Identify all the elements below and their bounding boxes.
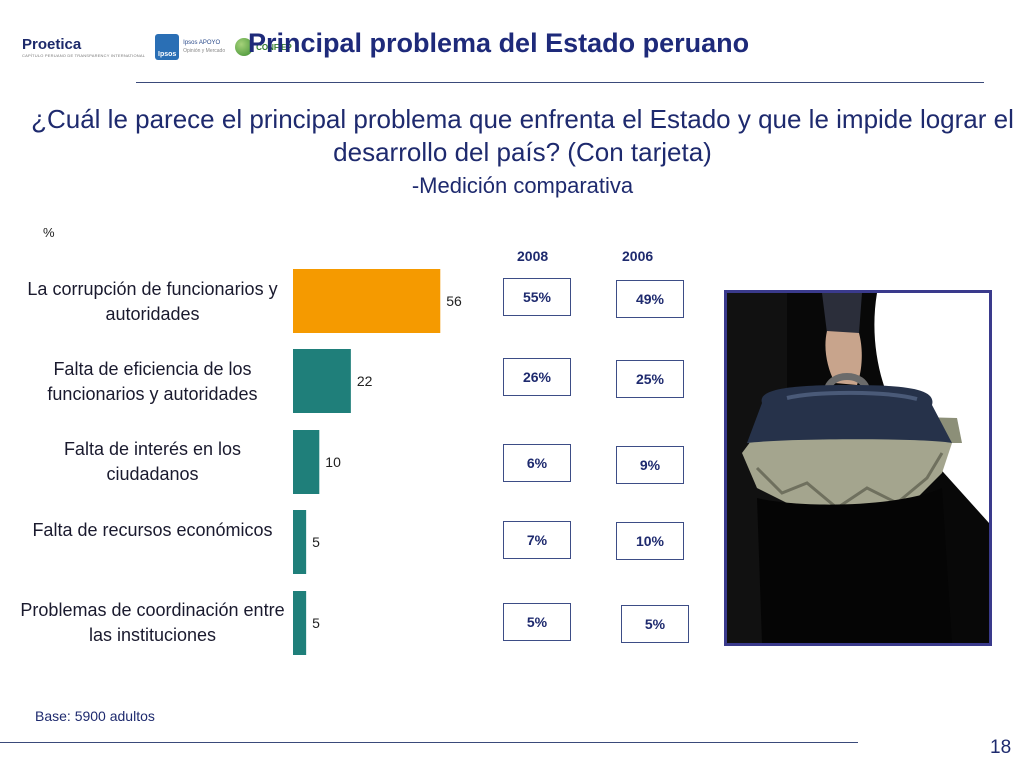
year-header-2008: 2008 bbox=[517, 248, 549, 264]
proetica-logo-text: Proetica bbox=[22, 35, 82, 53]
category-label: Falta de recursos económicos bbox=[32, 520, 273, 540]
confiep-logo: CONFIEP bbox=[235, 38, 292, 56]
title-divider bbox=[136, 82, 984, 83]
ipsos-apoyo-text: Ipsos APOYO Opinión y Mercado bbox=[183, 40, 225, 53]
briefcase-money-icon bbox=[727, 293, 989, 643]
comparison-2008-box: 7% bbox=[503, 521, 571, 559]
confiep-mark-icon bbox=[235, 38, 254, 56]
bar-4 bbox=[293, 510, 307, 574]
bar-1 bbox=[293, 269, 441, 333]
bar-value-label: 10 bbox=[325, 454, 341, 470]
bar-value-label: 22 bbox=[357, 373, 373, 389]
bar-value-label: 56 bbox=[446, 293, 462, 309]
comparison-2008-box: 55% bbox=[503, 278, 571, 316]
comparison-2008-box: 26% bbox=[503, 358, 571, 396]
page-number: 18 bbox=[990, 737, 1012, 758]
ipsos-badge-text: Ipsos bbox=[158, 51, 177, 58]
category-label: Falta de interés en los ciudadanos bbox=[63, 439, 242, 484]
comparison-2008-box: 5% bbox=[503, 603, 571, 641]
ipsos-apoyo-sub: Opinión y Mercado bbox=[183, 47, 226, 54]
bar-2 bbox=[293, 349, 351, 413]
ipsos-logo: Ipsos Ipsos APOYO Opinión y Mercado bbox=[155, 34, 225, 60]
unit-label: % bbox=[43, 225, 55, 240]
category-label: Problemas de coordinación entre las inst… bbox=[20, 600, 285, 645]
briefcase-photo bbox=[724, 290, 992, 646]
bar-value-label: 5 bbox=[312, 615, 320, 631]
comparison-2008-box: 6% bbox=[503, 444, 571, 482]
comparison-2006-box: 49% bbox=[616, 280, 684, 318]
logo-strip: Proetica CAPÍTULO PERUANO DE TRANSPARENC… bbox=[22, 34, 292, 60]
comparison-2006-box: 9% bbox=[616, 446, 684, 484]
bar-3 bbox=[293, 430, 320, 494]
bar-value-label: 5 bbox=[312, 534, 320, 550]
survey-subtitle: -Medición comparativa bbox=[411, 173, 634, 198]
comparison-2006-box: 5% bbox=[621, 605, 689, 643]
confiep-logo-text: CONFIEP bbox=[256, 42, 292, 52]
ipsos-badge-icon: Ipsos bbox=[155, 34, 180, 60]
page-title: Principal problema del Estado peruano bbox=[248, 28, 750, 58]
ipsos-apoyo-name: Ipsos APOYO bbox=[183, 40, 221, 47]
comparison-2006-box: 10% bbox=[616, 522, 684, 560]
sample-base-note: Base: 5900 adultos bbox=[35, 708, 155, 724]
year-header-2006: 2006 bbox=[622, 248, 654, 264]
survey-question: ¿Cuál le parece el principal problema qu… bbox=[31, 104, 1014, 167]
comparison-2006-box: 25% bbox=[616, 360, 684, 398]
category-label: Falta de eficiencia de los funcionarios … bbox=[47, 359, 258, 404]
category-label: La corrupción de funcionarios y autorida… bbox=[27, 279, 278, 324]
footer-divider bbox=[0, 742, 858, 743]
bar-5 bbox=[293, 591, 307, 655]
proetica-logo: Proetica CAPÍTULO PERUANO DE TRANSPARENC… bbox=[22, 37, 145, 58]
proetica-logo-subtitle: CAPÍTULO PERUANO DE TRANSPARENCY INTERNA… bbox=[22, 52, 146, 58]
